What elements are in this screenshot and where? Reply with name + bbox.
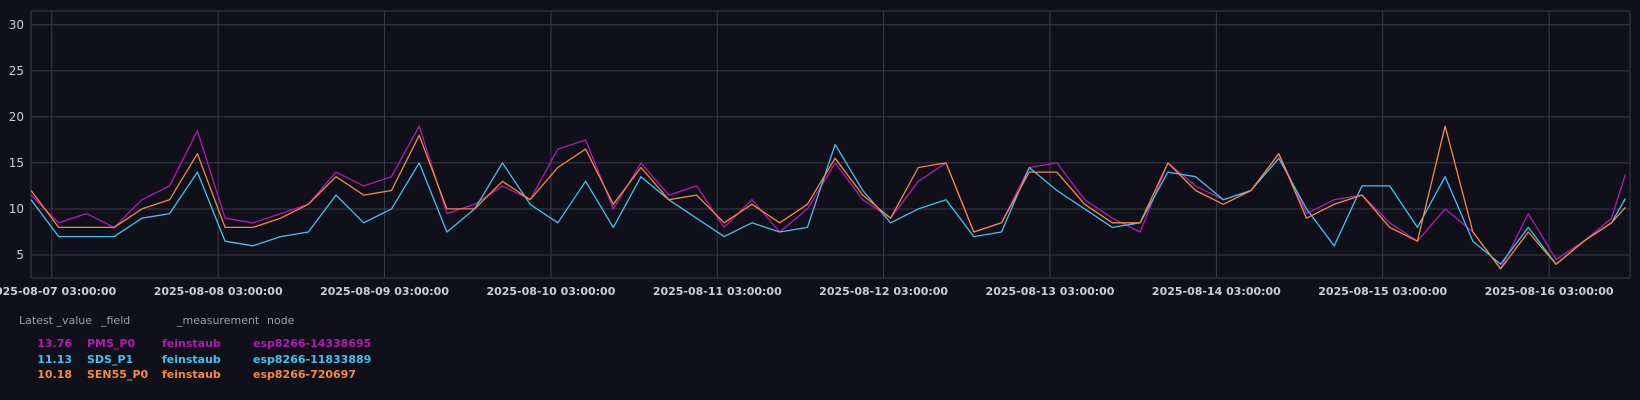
y-tick-label: 25 bbox=[9, 64, 24, 78]
series-line-sds-p1 bbox=[30, 143, 1626, 265]
y-tick-label: 15 bbox=[9, 156, 24, 170]
x-tick-label: 2025-08-11 03:00:00 bbox=[653, 285, 782, 298]
legend-node: esp8266-14338695 bbox=[253, 337, 372, 350]
legend-header-field: _field bbox=[101, 314, 131, 327]
series-line-sen55-p0 bbox=[30, 125, 1626, 270]
legend-field: SEN55_P0 bbox=[87, 368, 149, 381]
legend-header-node: node bbox=[267, 314, 295, 327]
legend-value: 11.13 bbox=[37, 352, 72, 366]
legend-measurement: feinstaub bbox=[162, 352, 221, 366]
x-tick-label: 2025-08-10 03:00:00 bbox=[486, 285, 615, 298]
y-tick-label: 30 bbox=[9, 18, 24, 32]
x-tick-label: 2025-08-09 03:00:00 bbox=[320, 285, 449, 298]
legend-node: esp8266-11833889 bbox=[253, 352, 372, 366]
legend-header-value: Latest _value bbox=[19, 314, 93, 327]
legend-value: 13.76 bbox=[37, 337, 72, 350]
legend-measurement: feinstaub bbox=[162, 368, 221, 381]
series-line-pms-p0 bbox=[30, 125, 1627, 270]
x-tick-label: 2025-08-14 03:00:00 bbox=[1152, 285, 1281, 298]
x-tick-label: 2025-08-13 03:00:00 bbox=[986, 285, 1115, 298]
legend-header: Latest _value _field _measurement node bbox=[19, 314, 407, 328]
y-tick-label: 20 bbox=[9, 110, 24, 124]
x-tick-label: 2025-08-08 03:00:00 bbox=[154, 285, 283, 298]
legend-field: SDS_P1 bbox=[87, 352, 134, 366]
legend-row-sen55[interactable]: 10.18 SEN55_P0 feinstaub esp8266-720697 bbox=[19, 367, 407, 383]
plot-frame bbox=[30, 10, 1631, 279]
series-group bbox=[30, 125, 1627, 270]
grid bbox=[30, 10, 1631, 279]
legend-value: 10.18 bbox=[37, 368, 72, 381]
x-tick-label: 2025-08-12 03:00:00 bbox=[819, 285, 948, 298]
y-tick-label: 5 bbox=[16, 248, 24, 262]
y-tick-label: 10 bbox=[9, 202, 24, 216]
legend-table: Latest _value _field _measurement node 1… bbox=[19, 314, 407, 383]
legend-node: esp8266-720697 bbox=[253, 368, 356, 381]
x-axis: 2025-08-07 03:00:00 2025-08-08 03:00:00 20… bbox=[0, 285, 1614, 298]
x-tick-label: 2025-08-16 03:00:00 bbox=[1485, 285, 1614, 298]
legend-measurement: feinstaub bbox=[162, 337, 221, 350]
legend-field: PMS_P0 bbox=[87, 337, 136, 350]
x-tick-label: 2025-08-07 03:00:00 bbox=[0, 285, 117, 298]
legend-header-measurement: _measurement bbox=[177, 314, 260, 327]
legend-row-pms[interactable]: 13.76 PMS_P0 feinstaub esp8266-14338695 bbox=[19, 336, 407, 352]
x-tick-label: 2025-08-15 03:00:00 bbox=[1318, 285, 1447, 298]
legend-row-sds[interactable]: 11.13 SDS_P1 feinstaub esp8266-11833889 bbox=[19, 352, 407, 368]
y-axis: 5 10 15 20 25 30 bbox=[9, 18, 24, 262]
